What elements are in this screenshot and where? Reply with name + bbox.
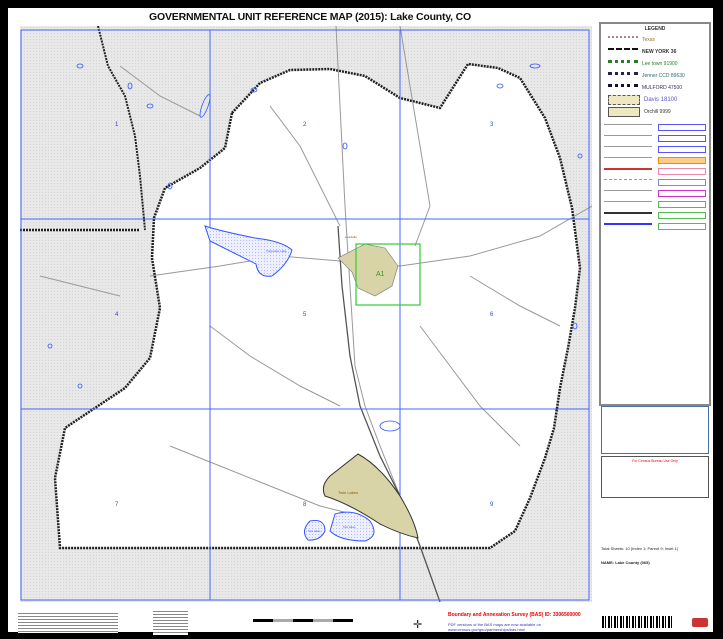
legend-symbol <box>608 107 640 117</box>
map-info <box>153 611 188 635</box>
legend-value: Davis 18100 <box>644 97 678 103</box>
sheet-summary: Total Sheets: 10 (Index 1; Parent 9; Ins… <box>601 546 679 551</box>
legend-value: Texas <box>642 37 656 43</box>
legend-symbol <box>608 95 640 105</box>
sheet-number: 5 <box>303 312 307 318</box>
twin-lakes-east <box>329 511 375 542</box>
legend-row: Orchill 9999 <box>601 106 709 118</box>
scale-bar <box>253 619 353 622</box>
census-use-label: For Census Bureau Use Only <box>632 459 678 463</box>
place-label: Twin Lakes <box>338 490 358 495</box>
bas-id-notice: Boundary and Annexation Survey (BAS) ID:… <box>448 612 581 618</box>
legend-value: Orchill 9999 <box>644 109 671 115</box>
legend-title: LEGEND <box>644 26 666 32</box>
census-logo <box>692 618 708 627</box>
sheet-number: 7 <box>115 502 119 508</box>
legend-row: Texas <box>601 34 709 46</box>
sheet-number: 6 <box>490 312 494 318</box>
census-use-box: For Census Bureau Use Only <box>601 456 709 498</box>
boundary-update-form[interactable] <box>601 406 709 454</box>
small-lakes <box>47 63 583 432</box>
leadville-place <box>337 243 399 297</box>
barcode <box>602 616 672 628</box>
legend-row: MULFORD 47500 <box>601 82 709 94</box>
inset-area-box[interactable] <box>355 243 421 306</box>
legend-symbol <box>608 36 638 44</box>
legend-value: Lee town 91900 <box>642 61 678 67</box>
county-map[interactable]: 1 2 3 4 5 6 7 8 9 Turquoise Lake Twin La… <box>20 26 592 602</box>
legend-symbol <box>608 83 638 93</box>
legend-panel: LEGEND Texas NEW YORK 36 Lee town 91900 … <box>599 22 711 406</box>
legend-symbol <box>608 59 638 69</box>
twin-lakes-place <box>322 453 419 539</box>
county-line-nw <box>97 26 146 231</box>
twin-lakes-west <box>304 520 326 541</box>
legend-symbol <box>608 48 638 56</box>
county-boundary <box>53 62 582 550</box>
sheet-number: 9 <box>490 502 494 508</box>
lake-label: Twin Lakes <box>308 530 321 533</box>
map-sheet: GOVERNMENTAL UNIT REFERENCE MAP (2015): … <box>8 8 713 635</box>
pdf-note[interactable]: PDF versions of the BAS maps are now ava… <box>448 622 541 632</box>
legend-row: Lee town 91900 <box>601 58 709 70</box>
legend-value: NEW YORK 36 <box>642 49 677 55</box>
sheet-number: 3 <box>490 122 494 128</box>
north-arrow-icon: ✛ <box>413 619 423 631</box>
city-label: Leadville <box>345 235 357 239</box>
legend-row: Davis 18100 <box>601 94 709 106</box>
lake-label: Twin Lakes <box>343 526 356 529</box>
legend-row: NEW YORK 36 <box>601 46 709 58</box>
legend-symbol-grid <box>604 124 706 230</box>
sheet-number: 8 <box>303 502 307 508</box>
legend-value: MULFORD 47500 <box>642 85 683 91</box>
legend-row: Jenner CCD 89630 <box>601 70 709 82</box>
legend-value: Jenner CCD 89630 <box>642 73 685 79</box>
sheet-number: 2 <box>303 122 307 128</box>
map-notes <box>18 613 118 633</box>
county-name: NAME: Lake County (065) <box>601 560 650 565</box>
inset-marker: A1 <box>376 271 385 278</box>
turquoise-lake <box>204 225 293 277</box>
legend-symbol <box>608 71 638 81</box>
highway <box>337 225 441 602</box>
lake-label: Turquoise Lake <box>266 249 287 253</box>
sheet-number: 1 <box>115 122 119 128</box>
page-title: GOVERNMENTAL UNIT REFERENCE MAP (2015): … <box>149 11 471 23</box>
sheet-number: 4 <box>115 312 119 318</box>
